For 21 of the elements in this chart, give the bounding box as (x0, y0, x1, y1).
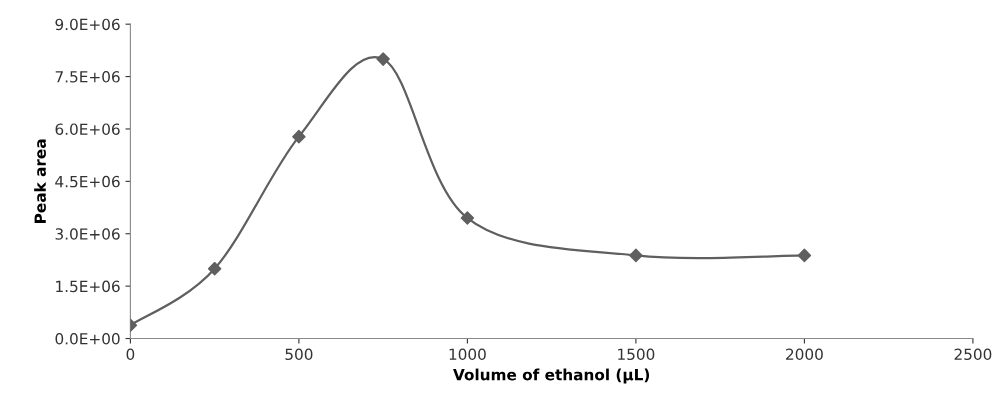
x-tick-label: 1000 (449, 348, 486, 361)
y-tick-label: 3.0E+06 (55, 228, 120, 240)
y-axis-title: Peak area (34, 139, 46, 223)
y-tick-label: 0.0E+00 (55, 332, 120, 345)
point (292, 129, 306, 144)
point (797, 248, 812, 263)
x-tick-label: 1500 (618, 348, 655, 361)
x-tick-label: 500 (285, 348, 313, 361)
x-axis-title: Volume of ethanol (µL) (453, 368, 650, 384)
y-tick-label: 4.5E+06 (55, 175, 120, 188)
y-tick-label: 9.0E+06 (55, 18, 120, 31)
point (629, 248, 643, 263)
point (460, 211, 475, 225)
y-tick-label: 1.5E+06 (56, 280, 120, 293)
point (207, 261, 222, 276)
x-tick-label: 2000 (786, 348, 823, 361)
point (376, 52, 390, 66)
y-tick-label: 6.0E+06 (55, 123, 120, 135)
y-tick-label: 7.5E+06 (55, 71, 120, 83)
x-tick-label: 2500 (954, 348, 992, 361)
x-tick-label: 0 (126, 348, 135, 361)
